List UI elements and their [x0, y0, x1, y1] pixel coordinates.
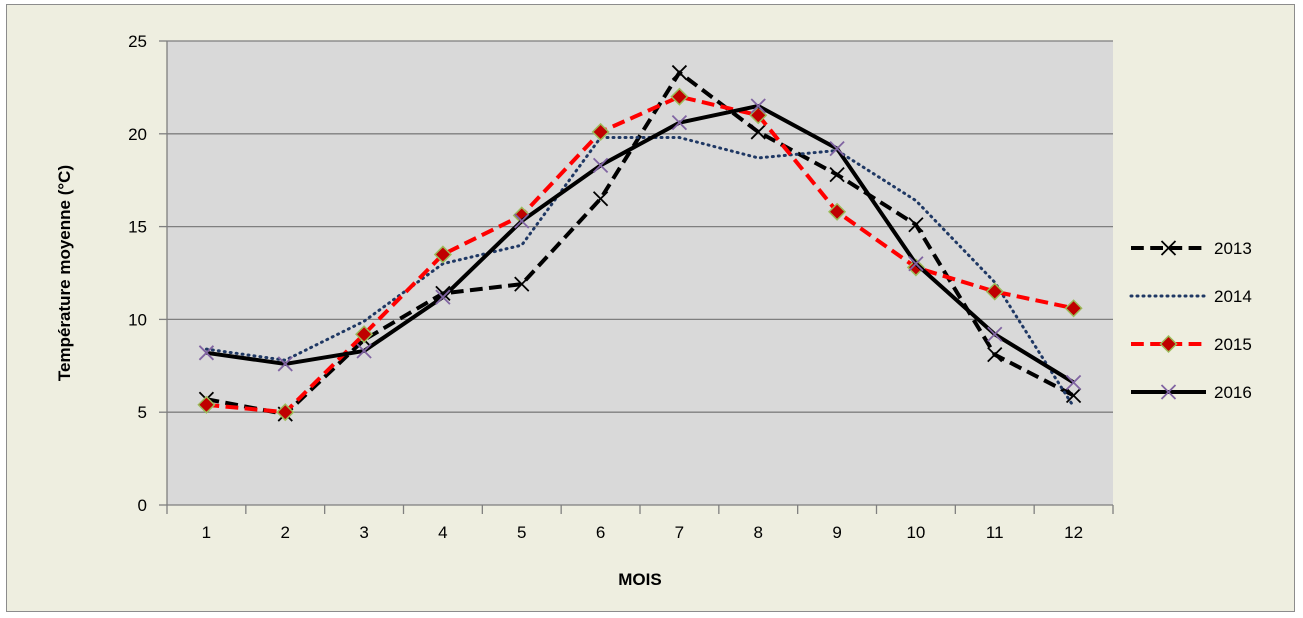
marker-x-stroke: [908, 217, 924, 233]
data-point: [987, 347, 1003, 363]
marker-x-stroke: [356, 343, 372, 359]
data-point: [829, 141, 845, 157]
marker-x-stroke: [1160, 240, 1177, 256]
legend-label: 2013: [1214, 239, 1252, 258]
data-point: [749, 106, 768, 125]
marker-x-stroke: [671, 115, 688, 131]
marker-x-stroke: [277, 356, 293, 372]
y-tick-label: 10: [128, 310, 147, 329]
marker-x-stroke: [829, 166, 845, 183]
series-line: [206, 70, 1075, 417]
legend-item-2014: 2014: [1129, 287, 1252, 306]
marker-x-stroke: [750, 124, 766, 140]
plot-area: [167, 41, 1113, 505]
x-axis-title: MOIS: [618, 570, 661, 589]
x-tick-label: 2: [281, 523, 290, 542]
data-point: [592, 157, 609, 173]
legend-label: 2016: [1214, 383, 1252, 402]
data-point: [433, 245, 452, 264]
data-point: [987, 326, 1003, 342]
legend-item-2013: 2013: [1131, 239, 1252, 258]
legend-item-2016: 2016: [1131, 383, 1252, 402]
y-axis-title: Température moyenne (°C): [55, 165, 74, 381]
data-point: [514, 276, 530, 292]
x-tick-label: 1: [202, 523, 211, 542]
data-point: [197, 395, 216, 414]
marker-x-stroke: [592, 191, 609, 207]
legend-label: 2014: [1214, 287, 1252, 306]
y-tick-label: 15: [128, 218, 147, 237]
x-tick-label: 5: [517, 523, 526, 542]
data-point: [671, 115, 688, 131]
marker-x-stroke: [1065, 374, 1082, 391]
marker-x-stroke: [1065, 387, 1082, 404]
data-point: [1160, 240, 1177, 256]
y-axis-ticks: 0 5 10 15 20 25: [128, 32, 167, 515]
data-point: [198, 345, 215, 361]
data-point: [1160, 384, 1177, 400]
data-point: [1159, 334, 1178, 354]
x-tick-label: 7: [675, 523, 684, 542]
marker-x-stroke: [1160, 384, 1177, 400]
series-2015: [197, 87, 1083, 422]
data-point: [671, 64, 688, 81]
x-tick-label: 11: [986, 523, 1004, 542]
data-point: [355, 325, 374, 344]
x-tick-label: 4: [438, 523, 447, 542]
y-tick-label: 5: [138, 403, 147, 422]
x-tick-label: 10: [906, 523, 925, 542]
series-layer: [197, 64, 1083, 422]
x-tick-label: 6: [596, 523, 605, 542]
marker-x-stroke: [750, 98, 766, 114]
x-tick-label: 3: [359, 523, 368, 542]
marker-x-stroke: [908, 256, 924, 272]
data-point: [828, 202, 847, 221]
data-point: [750, 98, 766, 114]
marker-x-stroke: [829, 141, 845, 157]
marker-x-stroke: [514, 213, 530, 229]
data-point: [1065, 374, 1082, 391]
y-tick-label: 0: [138, 496, 147, 515]
data-point: [906, 258, 925, 277]
legend-item-2015: 2015: [1131, 334, 1252, 354]
data-point: [276, 403, 295, 422]
marker-x-stroke: [987, 326, 1003, 342]
data-point: [1065, 387, 1082, 404]
gridlines: [167, 40, 1113, 413]
data-point: [908, 256, 924, 272]
x-axis-ticks: 1 2 3 4 5 6 7 8 9 10 11 12: [166, 505, 1114, 542]
data-point: [356, 343, 372, 359]
data-point: [591, 122, 610, 142]
series-2016: [198, 98, 1082, 391]
data-point: [514, 213, 530, 229]
x-tick-label: 8: [754, 523, 763, 542]
marker-x-stroke: [987, 347, 1003, 363]
data-point: [750, 124, 766, 140]
data-point: [985, 282, 1004, 301]
chart-area: 0 5 10 15 20 25 1 2 3 4 5 6 7 8 9 10 11 12 2013 2014 2015 2…: [6, 4, 1295, 612]
marker-x-stroke: [592, 157, 609, 173]
marker-x-stroke: [198, 345, 215, 361]
data-point: [1064, 299, 1083, 318]
data-point: [670, 87, 689, 106]
data-point: [908, 217, 924, 233]
marker-x-stroke: [514, 276, 530, 292]
legend: 2013 2014 2015 2016: [1129, 239, 1252, 402]
series-line: [206, 103, 1075, 385]
marker-x-stroke: [671, 64, 688, 81]
data-point: [277, 356, 293, 372]
data-point: [829, 166, 845, 183]
x-tick-label: 12: [1064, 523, 1083, 542]
data-point: [592, 191, 609, 207]
data-point: [435, 289, 451, 305]
marker-x-stroke: [435, 289, 451, 305]
y-tick-label: 20: [128, 125, 147, 144]
series-line: [206, 94, 1074, 415]
x-tick-label: 9: [832, 523, 841, 542]
legend-label: 2015: [1214, 335, 1252, 354]
y-tick-label: 25: [128, 32, 147, 51]
